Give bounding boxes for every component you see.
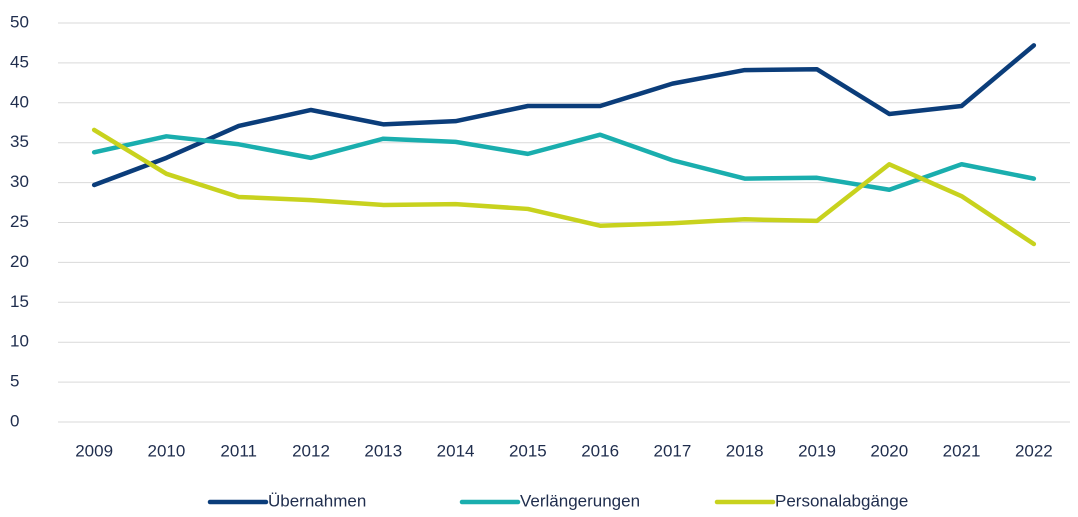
y-tick-label: 0	[10, 411, 19, 430]
y-tick-label: 25	[10, 212, 29, 231]
x-tick-label: 2012	[292, 441, 330, 460]
x-tick-label: 2009	[75, 441, 113, 460]
y-tick-label: 50	[10, 12, 29, 31]
y-tick-label: 10	[10, 332, 29, 351]
legend-label: Verlängerungen	[520, 491, 640, 510]
x-tick-label: 2018	[726, 441, 764, 460]
y-tick-label: 35	[10, 132, 29, 151]
legend-label: Übernahmen	[268, 491, 366, 510]
x-tick-label: 2015	[509, 441, 547, 460]
x-tick-label: 2014	[437, 441, 475, 460]
legend-label: Personalabgänge	[775, 491, 908, 510]
y-tick-label: 5	[10, 372, 19, 391]
y-tick-label: 30	[10, 172, 29, 191]
x-tick-label: 2022	[1015, 441, 1053, 460]
y-tick-label: 20	[10, 252, 29, 271]
x-tick-label: 2010	[148, 441, 186, 460]
x-tick-label: 2013	[364, 441, 402, 460]
x-tick-label: 2011	[220, 441, 257, 460]
x-tick-label: 2020	[870, 441, 908, 460]
x-tick-label: 2016	[581, 441, 619, 460]
y-tick-label: 15	[10, 292, 29, 311]
x-tick-label: 2017	[654, 441, 692, 460]
series-line	[91, 127, 1037, 247]
series-line	[91, 43, 1037, 188]
x-tick-label: 2019	[798, 441, 836, 460]
x-tick-label: 2021	[943, 441, 981, 460]
y-tick-label: 40	[10, 92, 29, 111]
y-tick-label: 45	[10, 52, 29, 71]
series-line	[91, 132, 1037, 193]
